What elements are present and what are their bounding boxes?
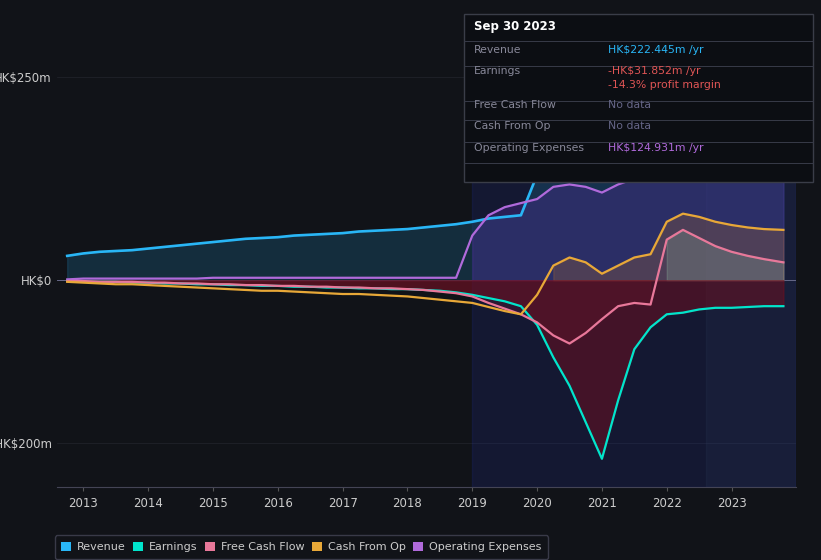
Text: HK$222.445m /yr: HK$222.445m /yr	[608, 45, 703, 55]
Text: Sep 30 2023: Sep 30 2023	[474, 20, 556, 32]
Legend: Revenue, Earnings, Free Cash Flow, Cash From Op, Operating Expenses: Revenue, Earnings, Free Cash Flow, Cash …	[55, 535, 548, 559]
Text: Free Cash Flow: Free Cash Flow	[474, 100, 556, 110]
Text: -14.3% profit margin: -14.3% profit margin	[608, 81, 720, 91]
Text: Cash From Op: Cash From Op	[474, 122, 550, 132]
Text: No data: No data	[608, 100, 650, 110]
Bar	[705, 45, 796, 487]
Text: HK$124.931m /yr: HK$124.931m /yr	[608, 143, 703, 153]
Text: -HK$31.852m /yr: -HK$31.852m /yr	[608, 67, 700, 77]
Text: Operating Expenses: Operating Expenses	[474, 143, 584, 153]
Text: Revenue: Revenue	[474, 45, 521, 55]
Text: No data: No data	[608, 122, 650, 132]
Bar	[472, 45, 796, 487]
Text: Earnings: Earnings	[474, 67, 521, 77]
